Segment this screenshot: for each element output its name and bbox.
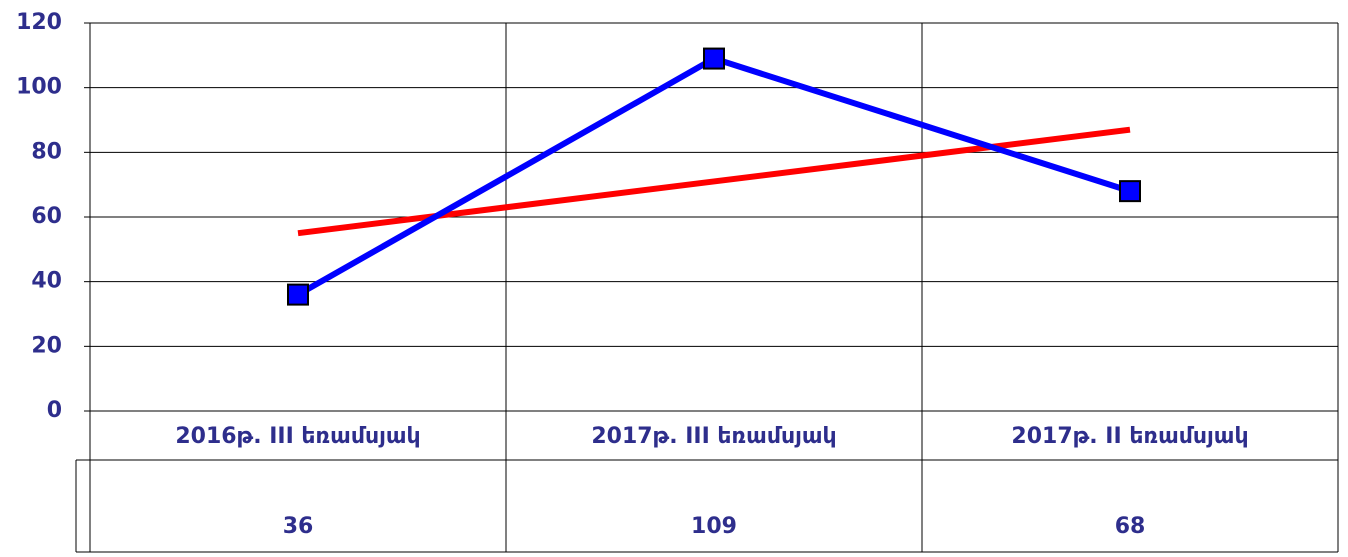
x-tick-label: 2017թ. II եռամսյակ <box>1011 424 1248 449</box>
point-marker <box>287 283 309 306</box>
table-value: 68 <box>1115 514 1146 539</box>
y-tick-label: 120 <box>16 10 62 35</box>
y-tick-label: 20 <box>31 333 62 358</box>
table-value: 109 <box>691 514 737 539</box>
y-tick-label: 100 <box>16 75 62 100</box>
y-tick-label: 60 <box>31 204 62 229</box>
series-line <box>297 126 1131 237</box>
point-marker <box>703 47 725 70</box>
series-line <box>296 55 1131 298</box>
x-tick-label: 2017թ. III եռամսյակ <box>591 424 836 449</box>
x-tick-label: 2016թ. III եռամսյակ <box>175 424 420 449</box>
y-tick-label: 40 <box>31 269 62 294</box>
y-tick-label: 80 <box>31 139 62 164</box>
y-tick-label: 0 <box>47 398 62 423</box>
point-marker <box>1119 180 1141 203</box>
table-value: 36 <box>283 514 314 539</box>
